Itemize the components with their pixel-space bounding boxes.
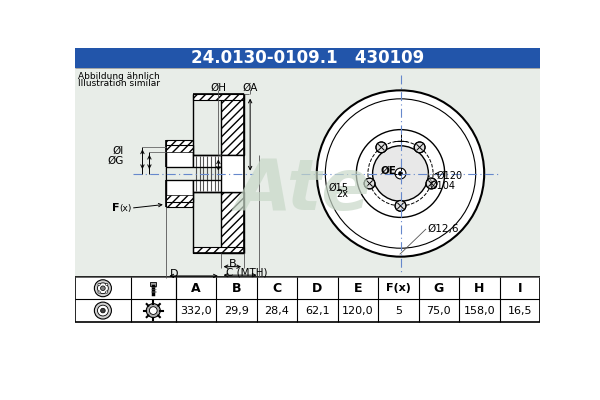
Bar <box>166 195 193 202</box>
Text: D: D <box>170 269 179 279</box>
Bar <box>221 192 244 253</box>
Circle shape <box>97 305 109 316</box>
Circle shape <box>106 291 108 293</box>
Bar <box>221 155 244 192</box>
Circle shape <box>98 283 100 286</box>
Text: 16,5: 16,5 <box>508 306 532 316</box>
Text: I: I <box>518 282 522 295</box>
Circle shape <box>398 171 403 176</box>
Text: ØA: ØA <box>242 83 258 93</box>
Circle shape <box>149 307 157 314</box>
Bar <box>166 140 193 145</box>
Bar <box>150 282 157 286</box>
Text: 24.0130-0109.1   430109: 24.0130-0109.1 430109 <box>191 49 424 67</box>
Bar <box>193 94 244 100</box>
Circle shape <box>98 291 100 293</box>
Text: Ø12,6: Ø12,6 <box>428 224 459 234</box>
Text: Ø104: Ø104 <box>430 181 456 191</box>
Text: B: B <box>232 282 241 295</box>
Text: D: D <box>312 282 323 295</box>
Text: Ø120: Ø120 <box>436 171 462 181</box>
Text: E: E <box>353 282 362 295</box>
Text: (x): (x) <box>119 204 131 213</box>
Text: Abbildung ähnlich: Abbildung ähnlich <box>78 72 160 81</box>
Bar <box>166 145 193 152</box>
Text: 28,4: 28,4 <box>265 306 289 316</box>
Circle shape <box>395 200 406 211</box>
Circle shape <box>94 302 112 319</box>
Bar <box>193 155 221 192</box>
Circle shape <box>101 308 105 313</box>
Text: H: H <box>474 282 484 295</box>
Circle shape <box>414 142 425 153</box>
Text: C: C <box>272 282 281 295</box>
Circle shape <box>106 283 108 286</box>
Text: 158,0: 158,0 <box>463 306 495 316</box>
Text: ØE: ØE <box>381 166 397 176</box>
Circle shape <box>317 90 484 257</box>
Bar <box>221 94 244 155</box>
Circle shape <box>101 286 105 290</box>
Text: C (MTH): C (MTH) <box>226 267 268 277</box>
Bar <box>166 145 193 202</box>
Bar <box>193 247 244 253</box>
Text: 2x: 2x <box>337 189 349 199</box>
Text: 120,0: 120,0 <box>342 306 374 316</box>
Circle shape <box>426 178 437 189</box>
Text: Ate: Ate <box>236 156 371 225</box>
Text: 5: 5 <box>395 306 402 316</box>
Bar <box>166 166 221 180</box>
Text: G: G <box>434 282 444 295</box>
Text: ØH: ØH <box>211 83 226 93</box>
Circle shape <box>356 130 445 217</box>
Circle shape <box>364 178 375 189</box>
Text: Illustration similar: Illustration similar <box>78 79 160 88</box>
Text: 75,0: 75,0 <box>427 306 451 316</box>
Text: A: A <box>191 282 201 295</box>
Text: 29,9: 29,9 <box>224 306 249 316</box>
Text: Ø15: Ø15 <box>329 182 349 192</box>
Text: 62,1: 62,1 <box>305 306 330 316</box>
Bar <box>75 68 540 278</box>
Text: F: F <box>112 203 119 213</box>
Circle shape <box>325 99 476 248</box>
Text: ØI: ØI <box>113 146 124 156</box>
Circle shape <box>97 283 109 294</box>
Bar <box>75 278 540 322</box>
Text: F(x): F(x) <box>386 283 411 293</box>
Circle shape <box>94 280 112 297</box>
Text: ØG: ØG <box>107 156 124 166</box>
Text: 332,0: 332,0 <box>180 306 212 316</box>
Circle shape <box>376 142 387 153</box>
Circle shape <box>395 168 406 179</box>
Bar <box>75 48 540 68</box>
Circle shape <box>373 146 428 201</box>
Circle shape <box>146 304 160 318</box>
Bar <box>166 202 193 207</box>
Text: B: B <box>229 258 236 269</box>
